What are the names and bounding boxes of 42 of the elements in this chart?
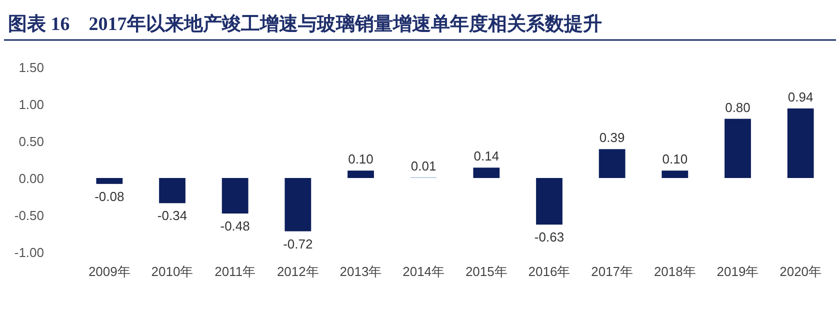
x-tick-label: 2013年 [340, 264, 382, 279]
y-tick-label: -0.50 [14, 208, 44, 223]
x-tick-label: 2015年 [465, 264, 508, 279]
data-label: 0.10 [662, 152, 688, 167]
x-tick-label: 2011年 [214, 264, 256, 279]
data-label: -0.48 [220, 218, 250, 234]
bar [787, 108, 814, 178]
data-label: 0.80 [725, 100, 750, 115]
bar [598, 149, 626, 178]
y-tick-label: -1.00 [14, 245, 44, 260]
bar [222, 178, 248, 214]
x-tick-label: 2018年 [654, 264, 696, 279]
bar [473, 168, 500, 178]
y-tick-label: 0.50 [18, 134, 44, 149]
bar [96, 178, 123, 184]
y-tick-label: 1.50 [18, 60, 44, 75]
x-tick-label: 2017年 [591, 264, 634, 279]
x-tick-label: 2019年 [716, 264, 759, 279]
chart-title: 图表 16 2017年以来地产竣工增速与玻璃销量增速单年度相关系数提升 [8, 13, 602, 35]
data-label: 0.14 [474, 148, 500, 164]
data-label: 0.01 [410, 158, 436, 174]
bar [536, 178, 562, 225]
data-label: 0.39 [599, 130, 625, 146]
bar [662, 170, 688, 178]
x-tick-label: 2009年 [88, 264, 130, 279]
bar [284, 178, 312, 232]
x-tick-label: 2010年 [151, 264, 194, 279]
data-label: -0.63 [534, 230, 564, 245]
bar [159, 178, 186, 204]
data-label: 0.10 [348, 152, 374, 167]
data-label: 0.94 [788, 89, 814, 104]
y-tick-label: 1.00 [18, 97, 44, 112]
y-tick-label: 0.00 [18, 171, 44, 186]
data-label: -0.08 [94, 188, 124, 204]
bar [724, 118, 751, 178]
x-tick-label: 2012年 [276, 264, 319, 279]
x-tick-label: 2014年 [402, 264, 445, 279]
data-label: -0.72 [283, 236, 313, 252]
x-tick-label: 2020年 [780, 264, 822, 279]
data-label: -0.34 [157, 208, 188, 224]
bar [348, 170, 374, 178]
x-tick-label: 2016年 [528, 264, 570, 279]
